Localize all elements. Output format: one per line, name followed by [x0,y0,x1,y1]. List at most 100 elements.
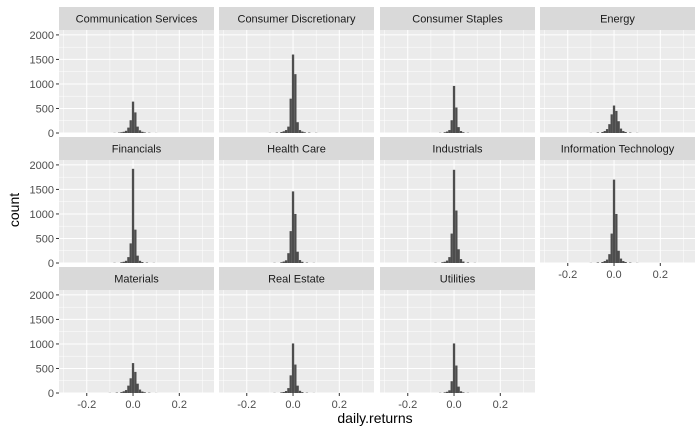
facet-panels: Communication Services0500100015002000Co… [30,7,695,411]
y-tick-label: 500 [36,363,54,375]
histogram-bar [282,131,285,133]
x-tick-label: 0.0 [285,399,300,411]
histogram-bar [294,213,297,263]
facet-consumer-staples: Consumer Staples [380,7,535,134]
y-tick-label: 1500 [30,314,54,326]
facet-strip-label: Financials [112,144,162,156]
facet-communication-services: Communication Services 0 500 1000 1500 2000 [30,7,214,140]
histogram-bar [443,392,446,393]
histogram-bar [450,381,453,393]
histogram-bar [457,249,460,263]
y-tick-label: 500 [36,103,54,115]
facet-information-technology: Information Technology -0.2 0.0 0.2 [540,137,695,281]
histogram-bar [122,261,125,263]
histogram-bar [282,261,285,263]
histogram-bar [615,110,618,133]
y-tick-label: 1500 [30,184,54,196]
histogram-bar [610,114,613,133]
facet-strip-label: Real Estate [268,274,325,286]
histogram-bar [129,378,132,393]
histogram-bar [124,130,128,133]
histogram-bar [122,131,125,133]
histogram-bar [134,112,137,133]
histogram-bar [138,260,142,263]
histogram-bar [452,169,456,263]
facet-strip [219,267,374,290]
histogram-bar [459,391,463,393]
y-tick-label: 500 [36,233,54,245]
histogram-bar [622,261,625,263]
histogram-bar [608,254,611,263]
histogram-bar [450,120,453,133]
facet-strip-label: Consumer Staples [412,14,503,26]
histogram-bar [303,132,306,133]
histogram-bar [441,262,444,263]
histogram-bar [301,131,304,133]
histogram-bar [452,343,456,393]
histogram-bar [301,261,304,263]
y-tick-label: 1000 [30,79,54,91]
histogram-bar [457,127,460,133]
facet-strip [59,7,214,30]
histogram-bar [124,390,128,393]
y-tick-label: 2000 [30,160,54,172]
histogram-bar [120,392,123,393]
histogram-bar [284,391,288,393]
histogram-bar [610,233,613,263]
histogram-bar [622,131,625,133]
histogram-bar [129,243,132,263]
histogram-bar [452,85,456,133]
histogram-bar [141,262,144,263]
histogram-bar [280,132,283,133]
histogram-bar [129,120,132,133]
histogram-bar [138,389,142,393]
histogram-bar [289,375,292,393]
facet-strip [59,137,214,160]
histogram-bar [122,391,125,393]
histogram-bar [136,126,139,133]
histogram-bar [291,343,295,393]
y-tick-label: 2000 [30,290,54,302]
x-tick-label: 0.2 [493,399,508,411]
histogram-bar [134,371,137,393]
histogram-bar [124,260,128,263]
facet-energy: Energy [540,7,695,134]
x-axis-title: daily.returns [337,410,412,426]
histogram-bar [296,385,299,393]
histogram-bar [120,132,123,133]
histogram-bar [287,253,290,263]
facet-strip-label: Utilities [440,274,476,286]
histogram-bar [143,392,146,393]
facet-strip-label: Industrials [432,144,483,156]
histogram-bar [612,105,616,133]
facet-strip [380,7,535,30]
x-tick-label: -0.2 [237,399,256,411]
histogram-bar [282,392,285,393]
histogram-bar [296,122,299,133]
histogram-bar [136,383,139,393]
histogram-bar [136,255,139,263]
histogram-bar [284,260,288,263]
histogram-bar [280,392,283,393]
histogram-bar [617,250,620,263]
histogram-bar [462,132,465,133]
x-tick-label: 0.0 [125,399,140,411]
facet-industrials: Industrials [380,137,535,264]
histogram-bar [608,124,611,133]
y-tick-label: 0 [48,388,54,400]
histogram-bar [298,260,302,263]
histogram-bar [289,98,292,133]
histogram-bar [601,262,604,263]
histogram-bar [138,130,142,133]
facet-strip-label: Materials [114,274,159,286]
histogram-bar [287,388,290,393]
histogram-bar [605,129,609,133]
histogram-bar [291,54,295,133]
y-tick-label: 0 [48,128,54,140]
histogram-bar [448,130,451,133]
histogram-bar [141,391,144,393]
histogram-bar [445,391,449,393]
histogram-bar [131,168,135,263]
histogram-bar [619,128,623,133]
